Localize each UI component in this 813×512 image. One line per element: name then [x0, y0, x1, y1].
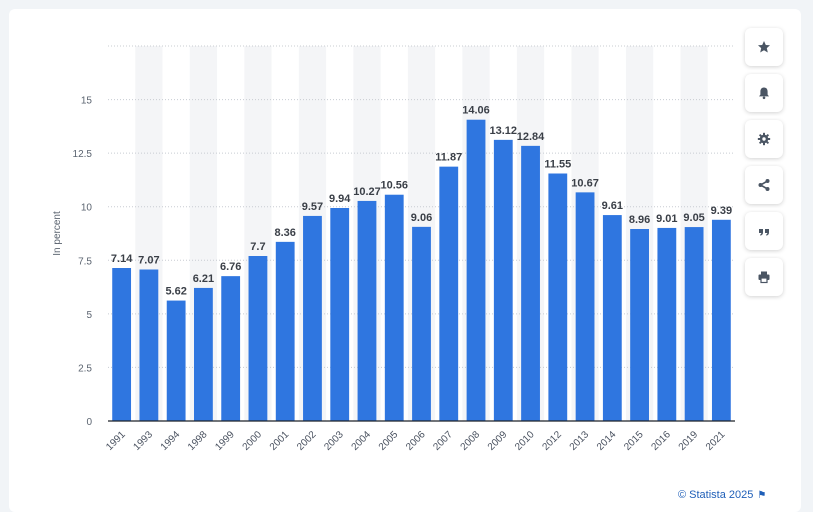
bar: [548, 173, 568, 421]
bar: [684, 227, 704, 421]
bar: [139, 269, 159, 421]
x-tick-label: 1999: [213, 429, 237, 453]
data-label: 10.27: [353, 186, 381, 198]
x-tick-label: 2012: [540, 429, 564, 453]
bar: [166, 300, 186, 421]
data-label: 13.12: [490, 125, 518, 137]
x-tick-label: 1994: [159, 429, 183, 453]
data-label: 10.56: [380, 180, 408, 192]
data-label: 9.61: [602, 200, 623, 212]
x-tick-label: 2019: [677, 429, 701, 453]
share-icon: [758, 179, 770, 191]
data-label: 8.96: [629, 214, 650, 226]
y-tick-label: 5: [86, 310, 92, 321]
bar: [384, 194, 404, 421]
credit-text: © Statista 2025: [678, 489, 754, 501]
x-tick-label: 2003: [322, 429, 346, 453]
x-tick-label: 2009: [486, 429, 510, 453]
x-tick-label: 1991: [104, 429, 128, 453]
data-label: 8.36: [274, 227, 295, 239]
x-tick-label: 1993: [132, 429, 156, 453]
bar: [248, 256, 268, 421]
bar: [221, 276, 241, 421]
data-label: 9.94: [329, 193, 351, 205]
share-button[interactable]: [745, 166, 783, 204]
cite-button[interactable]: [745, 212, 783, 250]
bar: [194, 287, 213, 421]
bell-icon: [759, 87, 769, 100]
favorite-button[interactable]: [745, 28, 783, 66]
data-label: 12.84: [517, 131, 545, 143]
bar: [275, 241, 295, 421]
y-tick-label: 12.5: [73, 149, 93, 160]
data-label: 9.06: [411, 212, 432, 224]
data-label: 14.06: [462, 105, 490, 117]
bar: [357, 200, 377, 421]
bar: [303, 215, 322, 421]
data-label: 7.7: [250, 241, 265, 253]
y-tick-label: 7.5: [78, 256, 92, 267]
bar: [330, 208, 350, 421]
x-tick-label: 2004: [350, 429, 374, 453]
x-tick-label: 2000: [241, 429, 265, 453]
bar: [630, 229, 649, 421]
x-tick-label: 2010: [513, 429, 537, 453]
notification-button[interactable]: [745, 74, 783, 112]
data-label: 10.67: [571, 177, 599, 189]
bar: [412, 226, 431, 421]
bar: [466, 119, 486, 421]
data-label: 11.55: [544, 159, 571, 171]
x-tick-label: 2001: [268, 429, 292, 453]
data-label: 9.39: [711, 205, 732, 217]
bar: [575, 192, 595, 421]
data-label: 7.07: [138, 255, 159, 267]
x-tick-label: 2007: [431, 429, 455, 453]
bar: [521, 145, 540, 421]
x-tick-label: 2005: [377, 429, 401, 453]
star-icon: [758, 41, 770, 53]
y-tick-label: 10: [81, 203, 93, 214]
bar: [711, 219, 731, 421]
y-axis-label: In percent: [52, 211, 63, 256]
bar: [602, 215, 622, 421]
data-label: 11.87: [435, 152, 462, 164]
data-label: 9.57: [302, 201, 323, 213]
x-tick-label: 2021: [704, 429, 728, 453]
quote-icon: [759, 229, 769, 236]
gear-icon: [757, 132, 771, 146]
x-tick-label: 2008: [459, 429, 483, 453]
x-tick-label: 2014: [595, 429, 619, 453]
x-tick-label: 2016: [649, 429, 673, 453]
y-tick-label: 0: [86, 417, 92, 428]
x-tick-label: 2006: [404, 429, 428, 453]
statista-credit-link[interactable]: © Statista 2025 ⚑: [678, 489, 766, 501]
y-tick-label: 2.5: [78, 363, 92, 374]
data-label: 6.76: [220, 261, 241, 273]
data-label: 6.21: [193, 273, 214, 285]
x-tick-label: 2013: [568, 429, 592, 453]
x-tick-label: 2002: [295, 429, 319, 453]
x-tick-label: 2015: [622, 429, 646, 453]
y-tick-label: 15: [81, 96, 93, 107]
bar: [657, 227, 677, 421]
bar: [493, 139, 513, 421]
data-label: 5.62: [165, 286, 186, 298]
bar: [439, 166, 459, 421]
data-label: 9.05: [683, 212, 704, 224]
x-tick-label: 1998: [186, 429, 210, 453]
data-label: 9.01: [656, 213, 677, 225]
flag-icon: ⚑: [757, 489, 767, 501]
print-icon: [758, 271, 770, 284]
print-button[interactable]: [745, 258, 783, 296]
data-label: 7.14: [111, 253, 133, 265]
settings-button[interactable]: [745, 120, 783, 158]
bar: [112, 268, 132, 421]
